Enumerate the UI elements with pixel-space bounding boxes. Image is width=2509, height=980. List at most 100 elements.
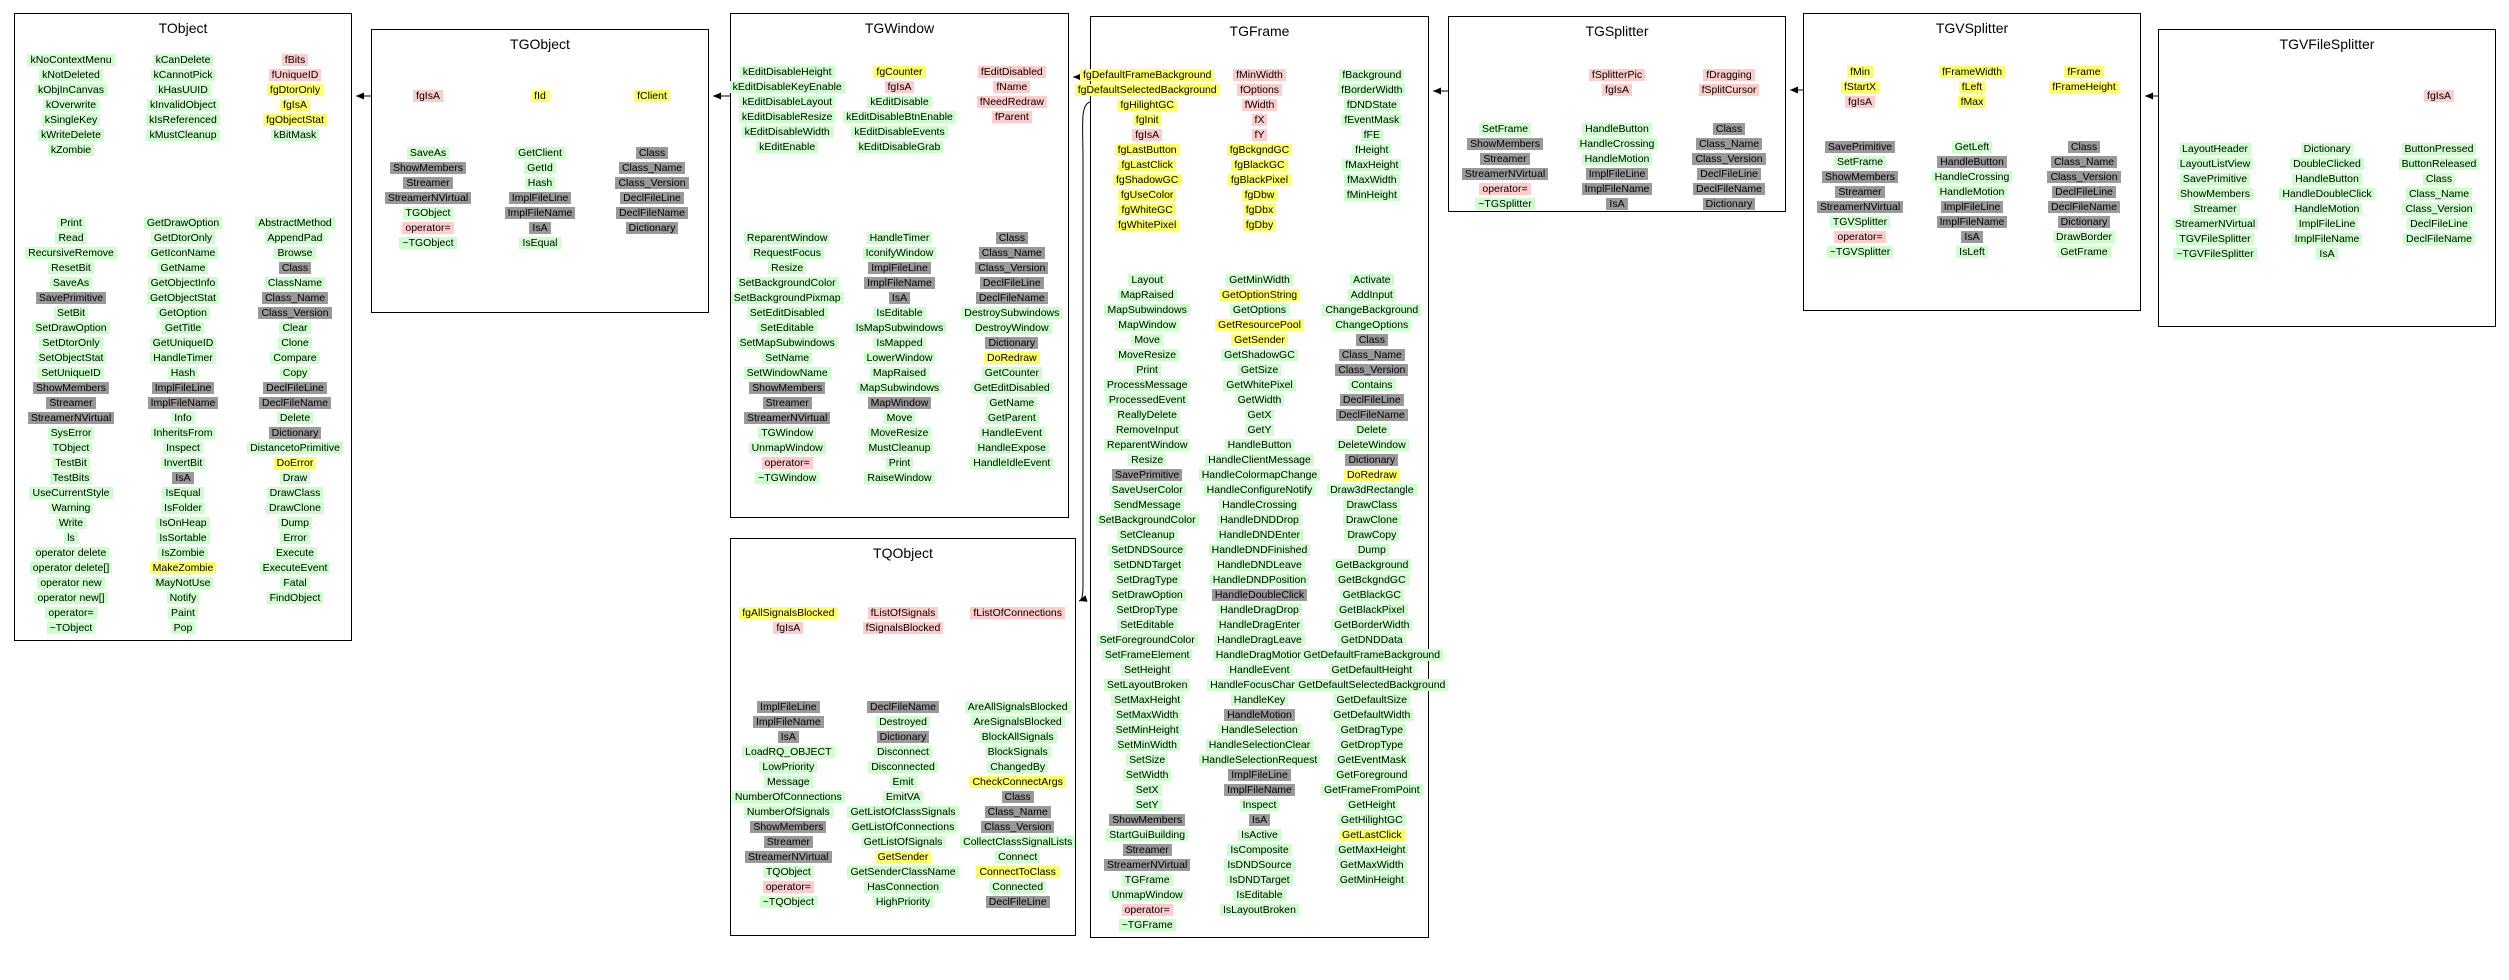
member-Class_Name[interactable]: Class_Name	[261, 291, 329, 304]
member-Info[interactable]: Info	[171, 411, 195, 424]
member-ShowMembers[interactable]: ShowMembers	[2176, 187, 2254, 200]
class-link-tgvsplitter[interactable]: TGVSplitter	[1935, 20, 2009, 36]
member-IsOnHeap[interactable]: IsOnHeap	[156, 516, 210, 529]
member-GetCounter[interactable]: GetCounter	[981, 366, 1042, 379]
member-fHeight[interactable]: fHeight	[1352, 143, 1392, 156]
member-LowPriority[interactable]: LowPriority	[759, 760, 818, 773]
class-link-tgvfilesplitter[interactable]: TGVFileSplitter	[2279, 36, 2375, 52]
member-GetDefaultFrameBackground[interactable]: GetDefaultFrameBackground	[1300, 648, 1444, 661]
member-HighPriority[interactable]: HighPriority	[872, 895, 934, 908]
member-fListOfConnections[interactable]: fListOfConnections	[970, 606, 1066, 619]
member-ImplFileLine[interactable]: ImplFileLine	[1585, 167, 1649, 180]
member-Class_Name[interactable]: Class_Name	[618, 161, 686, 174]
member-Dictionary[interactable]: Dictionary	[625, 221, 679, 234]
member-HandleEvent[interactable]: HandleEvent	[1226, 663, 1293, 676]
member-kNoContextMenu[interactable]: kNoContextMenu	[27, 53, 115, 66]
member-HandleButton[interactable]: HandleButton	[2292, 172, 2362, 185]
member-Clone[interactable]: Clone	[278, 336, 312, 349]
member-Class[interactable]: Class	[1355, 333, 1388, 346]
member-Class_Name[interactable]: Class_Name	[2405, 187, 2473, 200]
member-fgIsA[interactable]: fgIsA	[1132, 128, 1163, 141]
member-ShowMembers[interactable]: ShowMembers	[750, 820, 827, 833]
member-fgObjectStat[interactable]: fgObjectStat	[263, 113, 327, 126]
member-GetIconName[interactable]: GetIconName	[147, 246, 219, 259]
member-InvertBit[interactable]: InvertBit	[160, 456, 206, 469]
member-DeclFileName[interactable]: DeclFileName	[1335, 408, 1408, 421]
member-GetEditDisabled[interactable]: GetEditDisabled	[970, 381, 1053, 394]
member-HandleMotion[interactable]: HandleMotion	[1936, 185, 2008, 198]
member-DrawClone[interactable]: DrawClone	[1342, 513, 1401, 526]
member-SysError[interactable]: SysError	[47, 426, 95, 439]
member-Class[interactable]: Class	[278, 261, 312, 274]
member-GetHilightGC[interactable]: GetHilightGC	[1337, 813, 1406, 826]
member-SetDrawOption[interactable]: SetDrawOption	[32, 321, 110, 334]
member-SetFrame[interactable]: SetFrame	[1833, 155, 1887, 168]
member-operator=[interactable]: operator=	[761, 456, 813, 469]
member-fFrameWidth[interactable]: fFrameWidth	[1938, 65, 2006, 78]
member-ChangeOptions[interactable]: ChangeOptions	[1332, 318, 1412, 331]
member-ShowMembers[interactable]: ShowMembers	[1821, 170, 1899, 183]
member-kNotDeleted[interactable]: kNotDeleted	[39, 68, 103, 81]
member-SetFrameElement[interactable]: SetFrameElement	[1101, 648, 1193, 661]
member-fFrame[interactable]: fFrame	[2064, 65, 2104, 78]
member-HandleDNDLeave[interactable]: HandleDNDLeave	[1214, 558, 1305, 571]
member-DeclFileLine[interactable]: DeclFileLine	[1697, 167, 1761, 180]
member-fgIsA[interactable]: fgIsA	[1845, 95, 1875, 108]
member-operator delete[interactable]: operator delete	[32, 546, 110, 559]
member-HandleClientMessage[interactable]: HandleClientMessage	[1205, 453, 1314, 466]
member-DeclFileLine[interactable]: DeclFileLine	[2407, 217, 2471, 230]
member-Dictionary[interactable]: Dictionary	[876, 730, 930, 743]
member-fgDefaultFrameBackground[interactable]: fgDefaultFrameBackground	[1079, 68, 1215, 81]
member-HandleCrossing[interactable]: HandleCrossing	[1219, 498, 1300, 511]
member-ImplFileLine[interactable]: ImplFileLine	[1228, 768, 1291, 781]
member-fMinHeight[interactable]: fMinHeight	[1343, 188, 1400, 201]
member-~TGWindow[interactable]: ~TGWindow	[755, 471, 820, 484]
member-fEditDisabled[interactable]: fEditDisabled	[977, 65, 1046, 78]
member-Class_Version[interactable]: Class_Version	[1335, 363, 1409, 376]
member-IsA[interactable]: IsA	[172, 471, 194, 484]
member-kEditDisableWidth[interactable]: kEditDisableWidth	[741, 125, 833, 138]
member-IsA[interactable]: IsA	[1606, 197, 1628, 210]
member-DeclFileLine[interactable]: DeclFileLine	[985, 895, 1050, 908]
member-ImplFileLine[interactable]: ImplFileLine	[1940, 200, 2004, 213]
member-Streamer[interactable]: Streamer	[1122, 843, 1172, 856]
member-operator=[interactable]: operator=	[1121, 903, 1173, 916]
class-link-tgsplitter[interactable]: TGSplitter	[1585, 23, 1649, 39]
member-fgBckgndGC[interactable]: fgBckgndGC	[1226, 143, 1293, 156]
member-kWriteDelete[interactable]: kWriteDelete	[38, 128, 104, 141]
member-fMaxWidth[interactable]: fMaxWidth	[1344, 173, 1400, 186]
member-ImplFileName[interactable]: ImplFileName	[864, 276, 935, 289]
member-CollectClassSignalLists[interactable]: CollectClassSignalLists	[960, 835, 1076, 848]
member-SetWindowName[interactable]: SetWindowName	[743, 366, 831, 379]
member-IsComposite[interactable]: IsComposite	[1227, 843, 1292, 856]
member-Streamer[interactable]: Streamer	[1835, 185, 1885, 198]
member-GetBorderWidth[interactable]: GetBorderWidth	[1331, 618, 1413, 631]
member-kIsReferenced[interactable]: kIsReferenced	[146, 113, 220, 126]
member-IconifyWindow[interactable]: IconifyWindow	[862, 246, 937, 259]
member-Message[interactable]: Message	[764, 775, 813, 788]
member-SetObjectStat[interactable]: SetObjectStat	[35, 351, 107, 364]
member-GetHeight[interactable]: GetHeight	[1345, 798, 1399, 811]
member-ImplFileLine[interactable]: ImplFileLine	[757, 700, 820, 713]
member-UnmapWindow[interactable]: UnmapWindow	[748, 441, 826, 454]
member-SetY[interactable]: SetY	[1132, 798, 1162, 811]
member-ConnectToClass[interactable]: ConnectToClass	[976, 865, 1059, 878]
member-ImplFileName[interactable]: ImplFileName	[1581, 182, 1653, 195]
member-HandleFocusChange[interactable]: HandleFocusChange	[1207, 678, 1312, 691]
member-HandleSelection[interactable]: HandleSelection	[1218, 723, 1301, 736]
member-fgIsA[interactable]: fgIsA	[1602, 83, 1632, 96]
member-IsLayoutBroken[interactable]: IsLayoutBroken	[1220, 903, 1299, 916]
member-Streamer[interactable]: Streamer	[762, 396, 812, 409]
member-ReallyDelete[interactable]: ReallyDelete	[1114, 408, 1180, 421]
member-NumberOfConnections[interactable]: NumberOfConnections	[731, 790, 845, 803]
member-fStartX[interactable]: fStartX	[1840, 80, 1880, 93]
member-Destroyed[interactable]: Destroyed	[876, 715, 930, 728]
member-SendMessage[interactable]: SendMessage	[1110, 498, 1184, 511]
member-SavePrimitive[interactable]: SavePrimitive	[35, 291, 107, 304]
member-SetUniqueID[interactable]: SetUniqueID	[38, 366, 104, 379]
member-fSignalsBlocked[interactable]: fSignalsBlocked	[862, 621, 944, 634]
member-ImplFileLine[interactable]: ImplFileLine	[151, 381, 215, 394]
member-GetForeground[interactable]: GetForeground	[1333, 768, 1411, 781]
member-SetBackgroundPixmap[interactable]: SetBackgroundPixmap	[730, 291, 844, 304]
member-kZombie[interactable]: kZombie	[47, 143, 95, 156]
